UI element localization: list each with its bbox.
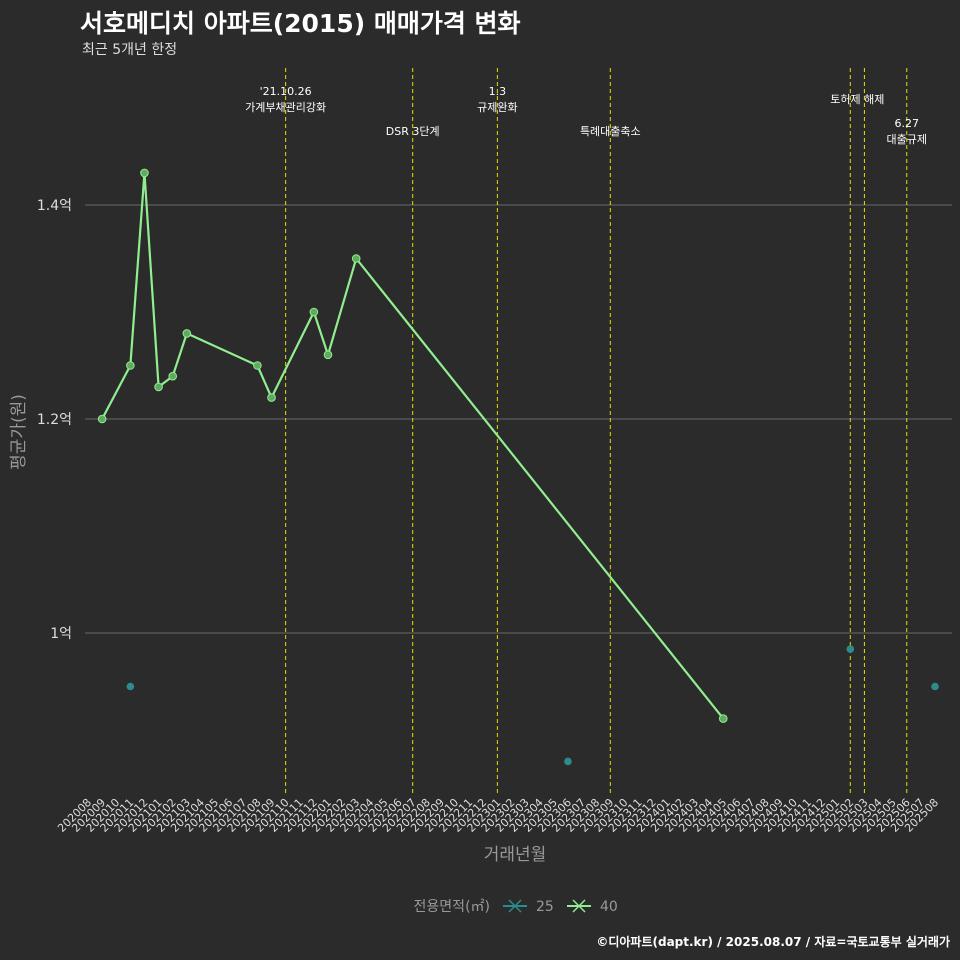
data-point-40 (351, 254, 361, 263)
chart-title: 서호메디치 아파트(2015) 매매가격 변화 (80, 9, 521, 38)
event-label: 6.27 (895, 117, 920, 130)
data-point-25 (846, 645, 855, 653)
series-line-40 (101, 171, 725, 720)
data-point-40 (168, 371, 177, 381)
data-point-40 (253, 361, 262, 370)
y-tick-label: 1.4억 (37, 198, 72, 214)
chart-subtitle: 최근 5개년 한정 (82, 42, 178, 58)
data-point-40 (182, 329, 192, 338)
legend-key-cross (572, 899, 586, 913)
event-label: 특례대출축소 (580, 125, 641, 138)
event-label: DSR 3단계 (386, 125, 440, 138)
data-point-40 (309, 307, 319, 317)
event-label: '21.10.26 (260, 85, 312, 98)
data-point-40 (718, 714, 728, 723)
y-tick-label: 1억 (50, 626, 72, 642)
event-label: 토허제 해제 (830, 92, 884, 106)
data-point-40 (267, 393, 276, 402)
event-label: 1.3 (489, 85, 507, 98)
y-axis-title: 평균가(원) (9, 394, 29, 470)
data-point-40 (154, 382, 163, 392)
legend-title: 전용면적(㎡) (414, 899, 490, 915)
legend-label: 25 (536, 899, 554, 915)
x-axis-title: 거래년월 (484, 845, 547, 865)
data-point-25 (931, 682, 939, 691)
legend-key-cross (508, 899, 522, 913)
data-point-40 (323, 350, 333, 360)
data-point-40 (126, 361, 135, 370)
event-label: 대출규제 (887, 133, 927, 146)
data-point-40 (140, 168, 149, 178)
data-point-25 (126, 682, 135, 691)
legend-label: 40 (600, 899, 618, 915)
source-caption: ©디아파트(dapt.kr) / 2025.08.07 / 자료=국토교통부 실… (596, 935, 950, 949)
data-point-40 (97, 414, 107, 424)
event-label: 가계부채관리강화 (245, 101, 326, 114)
event-label: 규제완화 (477, 101, 517, 114)
y-tick-label: 1.2억 (37, 412, 72, 428)
data-point-25 (564, 757, 572, 766)
